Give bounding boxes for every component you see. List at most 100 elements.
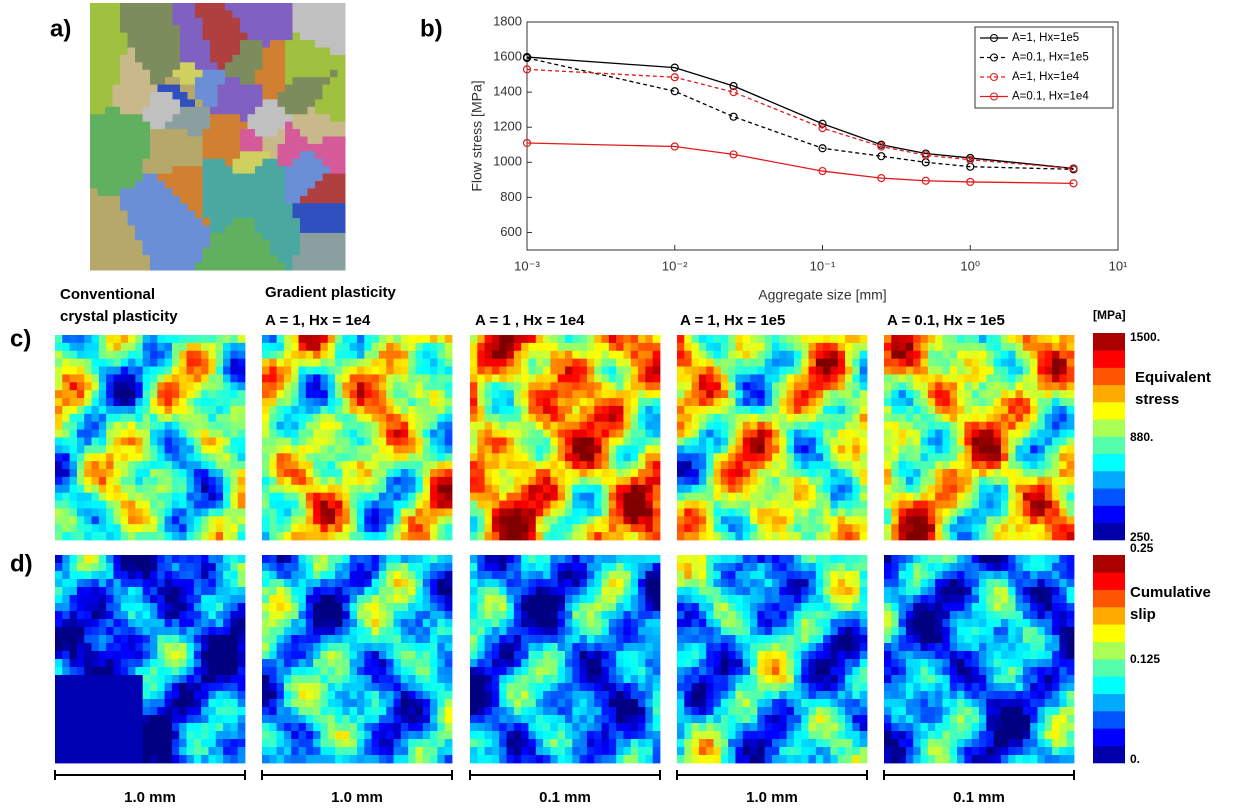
heatmap-cell xyxy=(499,359,507,367)
heatmap-cell xyxy=(684,461,692,469)
heatmap-cell xyxy=(765,461,773,469)
heatmap-cell xyxy=(277,367,285,375)
grain-cell xyxy=(195,25,203,33)
heatmap-cell xyxy=(99,707,107,715)
heatmap-cell xyxy=(521,524,529,532)
heatmap-cell xyxy=(594,524,602,532)
heatmap-cell xyxy=(714,493,722,501)
heatmap-cell xyxy=(238,406,246,414)
heatmap-cell xyxy=(335,493,343,501)
heatmap-cell xyxy=(165,445,173,453)
heatmap-cell xyxy=(979,501,987,509)
heatmap-cell xyxy=(809,508,817,516)
heatmap-cell xyxy=(269,359,277,367)
heatmap-cell xyxy=(757,390,765,398)
heatmap-cell xyxy=(677,453,685,461)
heatmap-cell xyxy=(677,445,685,453)
heatmap-cell xyxy=(55,508,63,516)
heatmap-cell xyxy=(558,438,566,446)
grain-cell xyxy=(323,144,331,152)
grain-cell xyxy=(135,92,143,100)
heatmap-cell xyxy=(830,477,838,485)
grain-cell xyxy=(188,263,196,271)
heatmap-cell xyxy=(1067,501,1075,509)
heatmap-cell xyxy=(284,524,292,532)
grain-cell xyxy=(173,137,181,145)
heatmap-cell xyxy=(684,477,692,485)
heatmap-cell xyxy=(587,343,595,351)
grain-cell xyxy=(98,122,106,130)
heatmap-cell xyxy=(638,532,646,540)
heatmap-cell xyxy=(106,343,114,351)
heatmap-cell xyxy=(157,643,165,651)
grain-cell xyxy=(120,48,128,56)
heatmap-cell xyxy=(772,524,780,532)
heatmap-cell xyxy=(372,501,380,509)
heatmap-cell xyxy=(121,382,129,390)
heatmap-cell xyxy=(135,627,143,635)
heatmap-cell xyxy=(1045,414,1053,422)
grain-cell xyxy=(173,40,181,48)
heatmap-cell xyxy=(1067,398,1075,406)
heatmap-cell xyxy=(55,414,63,422)
grain-cell xyxy=(98,188,106,196)
heatmap-cell xyxy=(852,485,860,493)
heatmap-cell xyxy=(379,430,387,438)
heatmap-cell xyxy=(860,508,868,516)
heatmap-cell xyxy=(194,508,202,516)
heatmap-cell xyxy=(906,532,914,540)
heatmap-cell xyxy=(201,374,209,382)
heatmap-cell xyxy=(565,524,573,532)
heatmap-cell xyxy=(423,453,431,461)
heatmap-cell xyxy=(536,414,544,422)
heatmap-cell xyxy=(928,422,936,430)
heatmap-cell xyxy=(1067,390,1075,398)
heatmap-cell xyxy=(121,469,129,477)
heatmap-cell xyxy=(743,351,751,359)
heatmap-cell xyxy=(92,579,100,587)
heatmap-cell xyxy=(291,508,299,516)
heatmap-cell xyxy=(580,398,588,406)
heatmap-cell xyxy=(884,501,892,509)
grain-cell xyxy=(150,55,158,63)
grain-cell xyxy=(270,129,278,137)
heatmap-cell xyxy=(99,643,107,651)
heatmap-cell xyxy=(328,430,336,438)
heatmap-cell xyxy=(845,367,853,375)
grain-cell xyxy=(195,122,203,130)
grain-cell xyxy=(218,159,226,167)
heatmap-cell xyxy=(99,755,107,763)
heatmap-cell xyxy=(157,691,165,699)
heatmap-cell xyxy=(477,461,485,469)
heatmap-cell xyxy=(150,343,158,351)
grain-cell xyxy=(278,137,286,145)
heatmap-cell xyxy=(757,501,765,509)
heatmap-cell xyxy=(521,532,529,540)
heatmap-cell xyxy=(928,485,936,493)
heatmap-cell xyxy=(394,524,402,532)
heatmap-cell xyxy=(70,414,78,422)
heatmap-cell xyxy=(477,501,485,509)
heatmap-cell xyxy=(445,445,453,453)
grain-cell xyxy=(98,240,106,248)
heatmap-cell xyxy=(430,414,438,422)
heatmap-cell xyxy=(194,461,202,469)
grain-cell xyxy=(203,107,211,115)
heatmap-cell xyxy=(928,335,936,343)
heatmap-cell xyxy=(580,438,588,446)
heatmap-cell xyxy=(994,406,1002,414)
heatmap-cell xyxy=(1008,461,1016,469)
grain-cell xyxy=(300,3,308,11)
heatmap-cell xyxy=(70,445,78,453)
grain-cell xyxy=(173,85,181,93)
heatmap-cell xyxy=(77,438,85,446)
heatmap-cell xyxy=(514,485,522,493)
grain-cell xyxy=(248,188,256,196)
heatmap-cell xyxy=(692,390,700,398)
heatmap-cell xyxy=(735,532,743,540)
grain-cell xyxy=(255,122,263,130)
heatmap-cell xyxy=(507,508,515,516)
heatmap-cell xyxy=(706,461,714,469)
heatmap-cell xyxy=(692,445,700,453)
heatmap-cell xyxy=(415,343,423,351)
